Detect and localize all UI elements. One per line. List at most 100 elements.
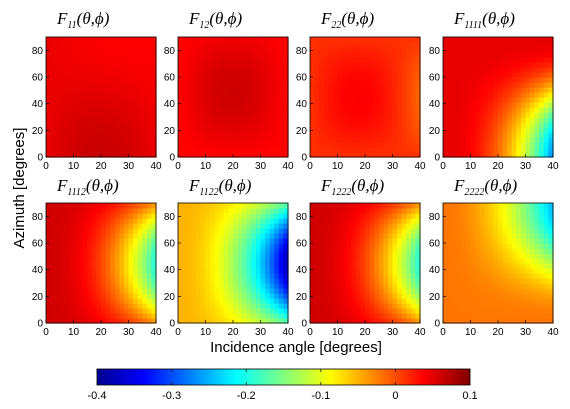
heatmap-cell — [73, 213, 79, 219]
heatmap-cell — [346, 67, 352, 73]
heatmap-cell — [191, 102, 197, 108]
heatmap-cell — [406, 107, 412, 113]
heatmap-cell — [187, 203, 193, 209]
heatmap-cell — [87, 308, 93, 314]
heatmap-cell — [387, 223, 394, 229]
y-tick-label: 60 — [32, 239, 44, 250]
heatmap-cell — [73, 203, 79, 209]
heatmap-cell — [283, 278, 289, 284]
x-tick-label: 0 — [43, 161, 49, 172]
heatmap-cell — [269, 208, 275, 214]
heatmap-cell — [142, 107, 148, 113]
heatmap-cell — [219, 308, 225, 314]
heatmap-cell — [328, 218, 334, 224]
heatmap-cell — [251, 97, 257, 103]
heatmap-cell — [146, 132, 153, 138]
heatmap-cell — [87, 203, 93, 209]
heatmap-cell — [182, 87, 188, 93]
heatmap-cell — [310, 238, 316, 244]
heatmap-cell — [196, 303, 202, 309]
heatmap-cell — [369, 37, 375, 43]
heatmap-cell — [548, 52, 554, 58]
heatmap-cell — [214, 57, 220, 63]
heatmap-cell — [196, 92, 202, 98]
heatmap-cell — [520, 258, 527, 264]
heatmap-cell — [447, 47, 453, 53]
heatmap-cell — [323, 122, 329, 128]
heatmap-cell — [182, 243, 188, 249]
heatmap-cell — [151, 233, 157, 239]
heatmap-cell — [196, 127, 202, 133]
heatmap-cell — [233, 127, 239, 133]
heatmap-cell — [283, 57, 289, 63]
heatmap-cell — [178, 127, 184, 133]
heatmap-cell — [525, 313, 531, 319]
heatmap-cell — [96, 313, 102, 319]
heatmap-cell — [488, 47, 495, 53]
heatmap-cell — [392, 298, 398, 304]
heatmap-cell — [283, 127, 289, 133]
heatmap-cell — [346, 77, 352, 83]
heatmap-cell — [328, 263, 334, 269]
heatmap-cell — [337, 313, 343, 319]
heatmap-cell — [360, 273, 366, 279]
heatmap-cell — [214, 52, 220, 58]
heatmap-cell — [387, 107, 394, 113]
heatmap-cell — [543, 112, 550, 118]
heatmap-cell — [410, 97, 417, 103]
heatmap-cell — [378, 288, 384, 294]
heatmap-cell — [110, 67, 116, 73]
heatmap-cell — [128, 213, 134, 219]
heatmap-cell — [543, 288, 550, 294]
heatmap-cell — [255, 248, 262, 254]
heatmap-cell — [470, 283, 476, 289]
heatmap-cell — [323, 268, 329, 274]
heatmap-cell — [128, 42, 134, 48]
heatmap-cell — [237, 318, 243, 324]
heatmap-cell — [133, 233, 139, 239]
heatmap-cell — [68, 313, 75, 319]
heatmap-cell — [378, 273, 384, 279]
heatmap-cell — [119, 268, 125, 274]
heatmap-cell — [374, 122, 380, 128]
heatmap-cell — [278, 298, 285, 304]
heatmap-cell — [461, 42, 467, 48]
heatmap-cell — [406, 62, 412, 68]
heatmap-cell — [415, 318, 421, 324]
heatmap-cell — [205, 97, 211, 103]
heatmap-cell — [246, 253, 252, 259]
heatmap-cell — [101, 57, 107, 63]
heatmap-cell — [233, 132, 239, 138]
heatmap-cell — [488, 82, 495, 88]
heatmap-cell — [360, 107, 366, 113]
heatmap-cell — [46, 82, 52, 88]
heatmap-cell — [365, 72, 371, 78]
heatmap-cell — [223, 278, 230, 284]
heatmap-cell — [484, 107, 490, 113]
heatmap-cell — [365, 278, 371, 284]
heatmap-cell — [78, 228, 84, 234]
heatmap-cell — [319, 308, 325, 314]
heatmap-cell — [406, 258, 412, 264]
heatmap-cell — [548, 112, 554, 118]
heatmap-cell — [530, 72, 536, 78]
heatmap-cell — [68, 122, 75, 128]
heatmap-cell — [461, 248, 467, 254]
heatmap-cell — [534, 112, 540, 118]
heatmap-cell — [328, 72, 334, 78]
heatmap-cell — [520, 248, 527, 254]
heatmap-cell — [475, 238, 481, 244]
heatmap-cell — [328, 97, 334, 103]
heatmap-cell — [392, 57, 398, 63]
heatmap-cell — [346, 102, 352, 108]
heatmap-cell — [493, 318, 499, 324]
heatmap-cell — [346, 87, 352, 93]
heatmap-cell — [114, 208, 120, 214]
heatmap-cell — [223, 92, 230, 98]
heatmap-cell — [96, 92, 102, 98]
heatmap-cell — [410, 268, 417, 274]
heatmap-cell — [137, 117, 143, 123]
heatmap-cell — [91, 87, 98, 93]
heatmap-cell — [520, 117, 527, 123]
heatmap-cell — [228, 47, 234, 53]
